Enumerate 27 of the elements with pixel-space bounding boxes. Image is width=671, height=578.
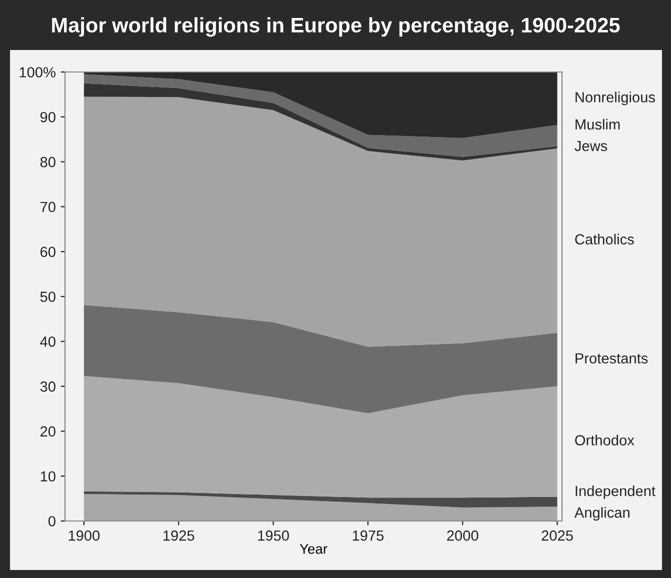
y-tick-label: 40: [40, 336, 56, 347]
y-tick-label: 10: [40, 471, 56, 482]
series-label: Muslim: [576, 118, 620, 130]
x-tick-label: 1925: [163, 530, 194, 541]
y-tick-label: 30: [40, 381, 56, 392]
y-tick-label: 20: [40, 426, 56, 437]
y-tick-label: 60: [40, 246, 56, 258]
series-label: Protestants: [576, 353, 648, 364]
x-tick-label: 1975: [352, 530, 384, 541]
y-tick-label: 50: [40, 292, 56, 302]
y-tick-label: 70: [40, 202, 56, 212]
series-label: Orthodox: [575, 434, 634, 446]
series-label: Nonreligious: [576, 92, 655, 106]
series-label: Jews: [574, 140, 608, 152]
y-tick-label: 100%: [20, 67, 56, 78]
y-tick-label: 0: [48, 516, 56, 526]
x-tick-label: 1950: [258, 530, 289, 541]
x-tick-label: 1900: [68, 530, 100, 541]
x-tick-label: 2000: [447, 530, 478, 541]
x-axis-title: Year: [300, 544, 328, 554]
y-tick-label: 90: [40, 112, 56, 122]
x-tick-label: 2025: [542, 530, 573, 541]
series-label: Independent: [576, 485, 656, 500]
chart-title: Major world religions in Europe by percentage, 1900-2025: [52, 17, 620, 37]
series-label: Anglican: [574, 507, 630, 521]
y-tick-label: 80: [40, 156, 56, 168]
series-label: Catholics: [575, 234, 634, 245]
